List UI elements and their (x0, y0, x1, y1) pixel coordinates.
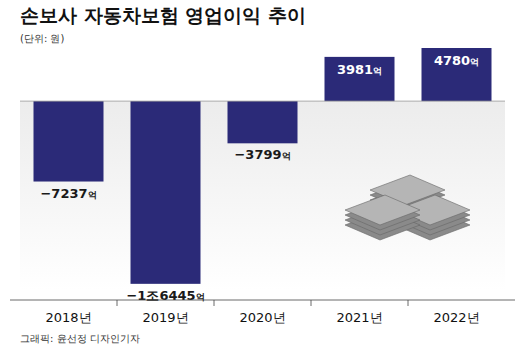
x-axis (10, 300, 515, 301)
bar (325, 57, 395, 101)
x-tick-label: 2021년 (336, 310, 382, 325)
x-tick-label: 2019년 (142, 310, 188, 325)
bar (34, 101, 104, 181)
source: 그래픽: 윤선정 디자인기자 (20, 333, 140, 344)
money-icon (345, 195, 420, 225)
separator (408, 300, 409, 306)
bar (422, 48, 492, 101)
title: 손보사 자동차보험 영업이익 추이 (20, 4, 306, 26)
data-label: 3981억 (337, 62, 382, 77)
x-tick-label: 2022년 (433, 310, 479, 325)
x-tick-label: 2018년 (45, 310, 91, 325)
data-label: 4780억 (434, 53, 479, 68)
zero-line (20, 101, 505, 102)
data-label: −3799억 (234, 147, 290, 162)
x-tick-label: 2020년 (239, 310, 285, 325)
subtitle: (단위: 원) (20, 33, 64, 44)
separator (311, 300, 312, 306)
plot-background (20, 101, 505, 290)
separator (117, 300, 118, 306)
separator (214, 300, 215, 306)
chart: 손보사 자동차보험 영업이익 추이 (단위: 원) −7237억 −1조6445억 −3… (0, 0, 520, 355)
bars (34, 48, 492, 284)
decoration (345, 175, 470, 240)
bar (228, 101, 298, 143)
data-label: −1조6445억 (126, 288, 204, 303)
data-label: −7237억 (40, 186, 96, 201)
bar (131, 101, 201, 284)
